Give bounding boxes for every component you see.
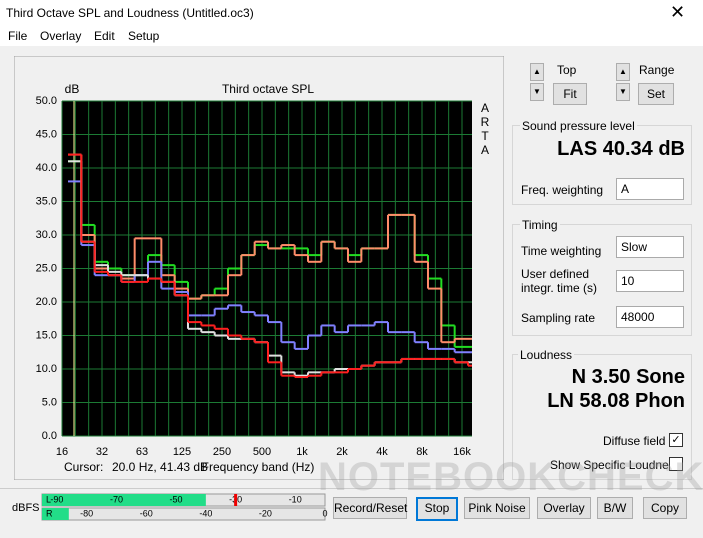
y-axis-label: dB xyxy=(65,82,80,96)
x-tick-label: 8k xyxy=(416,446,428,458)
meter-tick-label: -90 xyxy=(50,494,63,504)
button[interactable]: Copy xyxy=(643,497,687,519)
side-label: ARTA xyxy=(478,101,492,157)
button[interactable]: Stop xyxy=(416,497,458,521)
chart: Third octave SPL dB Frequency band (Hz) … xyxy=(14,56,504,480)
meter-channel: R xyxy=(46,508,53,518)
button[interactable]: Overlay xyxy=(537,497,591,519)
title-bar xyxy=(0,0,703,28)
close-button[interactable]: ✕ xyxy=(670,2,686,22)
menu-item[interactable]: Setup xyxy=(128,29,160,43)
meter-tick-label: 0 xyxy=(322,508,327,518)
x-axis-label: Frequency band (Hz) xyxy=(202,460,315,474)
y-tick-label: 30.0 xyxy=(36,229,57,241)
x-tick-label: 250 xyxy=(213,446,231,458)
spin-up[interactable]: ▲ xyxy=(616,63,630,81)
y-tick-label: 10.0 xyxy=(36,363,57,375)
meter-tick-label: -50 xyxy=(170,494,183,504)
y-tick-label: 0.0 xyxy=(42,430,57,442)
field-label: Sampling rate xyxy=(521,311,596,325)
meter-level xyxy=(42,494,206,506)
group-heading: Timing xyxy=(520,218,560,232)
menu-item[interactable]: Overlay xyxy=(40,29,82,43)
window-title: Third Octave SPL and Loudness (Untitled.… xyxy=(6,6,254,20)
x-tick-label: 2k xyxy=(336,446,348,458)
meter-unit: dBFS xyxy=(12,502,40,514)
meter-tick-label: -10 xyxy=(289,494,302,504)
loudness-n: N 3.50 Sone xyxy=(571,366,685,388)
field-label: User defined integr. time (s) xyxy=(521,267,598,295)
y-tick-label: 50.0 xyxy=(36,95,57,107)
group-heading: Loudness xyxy=(518,348,575,362)
menu-item[interactable]: File xyxy=(8,29,28,43)
dropdown[interactable]: 48000 xyxy=(616,306,684,328)
fit-button[interactable]: Fit xyxy=(553,83,587,105)
x-tick-label: 63 xyxy=(136,446,148,458)
meter-tick-label: -20 xyxy=(259,508,272,518)
checkbox-label: Show Specific Loudness xyxy=(550,458,681,472)
dropdown[interactable]: A xyxy=(616,178,684,200)
dropdown[interactable]: Slow xyxy=(616,236,684,258)
loudness-group xyxy=(512,354,692,480)
y-tick-label: 5.0 xyxy=(42,396,57,408)
separator xyxy=(0,488,703,489)
y-tick-label: 35.0 xyxy=(36,195,57,207)
chart-title: Third octave SPL xyxy=(222,82,314,96)
meter-tick-label: -60 xyxy=(140,508,153,518)
spin-down[interactable]: ▼ xyxy=(616,83,630,101)
meter-tick-label: -70 xyxy=(110,494,123,504)
x-tick-label: 16 xyxy=(56,446,68,458)
y-tick-label: 25.0 xyxy=(36,262,57,274)
menu-bar xyxy=(0,28,703,46)
meter-channel: L xyxy=(46,494,51,504)
spl-reading: LAS 40.34 dB xyxy=(557,138,685,160)
field-label: Freq. weighting xyxy=(521,183,604,197)
y-tick-label: 45.0 xyxy=(36,128,57,140)
cursor-label: Cursor: xyxy=(64,460,103,474)
meter-tick-label: -40 xyxy=(199,508,212,518)
cursor-value: 20.0 Hz, 41.43 dB xyxy=(112,460,208,474)
range-label: Range xyxy=(639,63,675,77)
watermark: NOTEBOOKCHECK xyxy=(318,455,703,499)
x-tick-label: 4k xyxy=(376,446,388,458)
button[interactable]: Pink Noise xyxy=(464,497,530,519)
timing-group xyxy=(512,224,692,336)
top-label: Top xyxy=(557,63,577,77)
y-tick-label: 15.0 xyxy=(36,329,57,341)
spin-up[interactable]: ▲ xyxy=(530,63,544,81)
menu-item[interactable]: Edit xyxy=(94,29,115,43)
x-tick-label: 32 xyxy=(96,446,108,458)
set-button[interactable]: Set xyxy=(638,83,674,105)
checkbox[interactable] xyxy=(669,457,683,471)
meter-level xyxy=(42,508,69,520)
y-tick-label: 40.0 xyxy=(36,162,57,174)
meter-tick-label: -80 xyxy=(80,508,93,518)
x-tick-label: 16k xyxy=(453,446,471,458)
group-heading: Sound pressure level xyxy=(520,119,637,133)
checkbox-label: Diffuse field xyxy=(603,434,666,448)
spin-down[interactable]: ▼ xyxy=(530,83,544,101)
y-tick-label: 20.0 xyxy=(36,296,57,308)
field-label: Time weighting xyxy=(521,244,602,258)
x-tick-label: 1k xyxy=(296,446,308,458)
x-tick-label: 500 xyxy=(253,446,271,458)
button[interactable]: Record/Reset xyxy=(333,497,407,519)
text-input[interactable]: 10 xyxy=(616,270,684,292)
button[interactable]: B/W xyxy=(597,497,633,519)
checkbox[interactable]: ✓ xyxy=(669,433,683,447)
loudness-ln: LN 58.08 Phon xyxy=(547,390,685,412)
x-tick-label: 125 xyxy=(173,446,191,458)
